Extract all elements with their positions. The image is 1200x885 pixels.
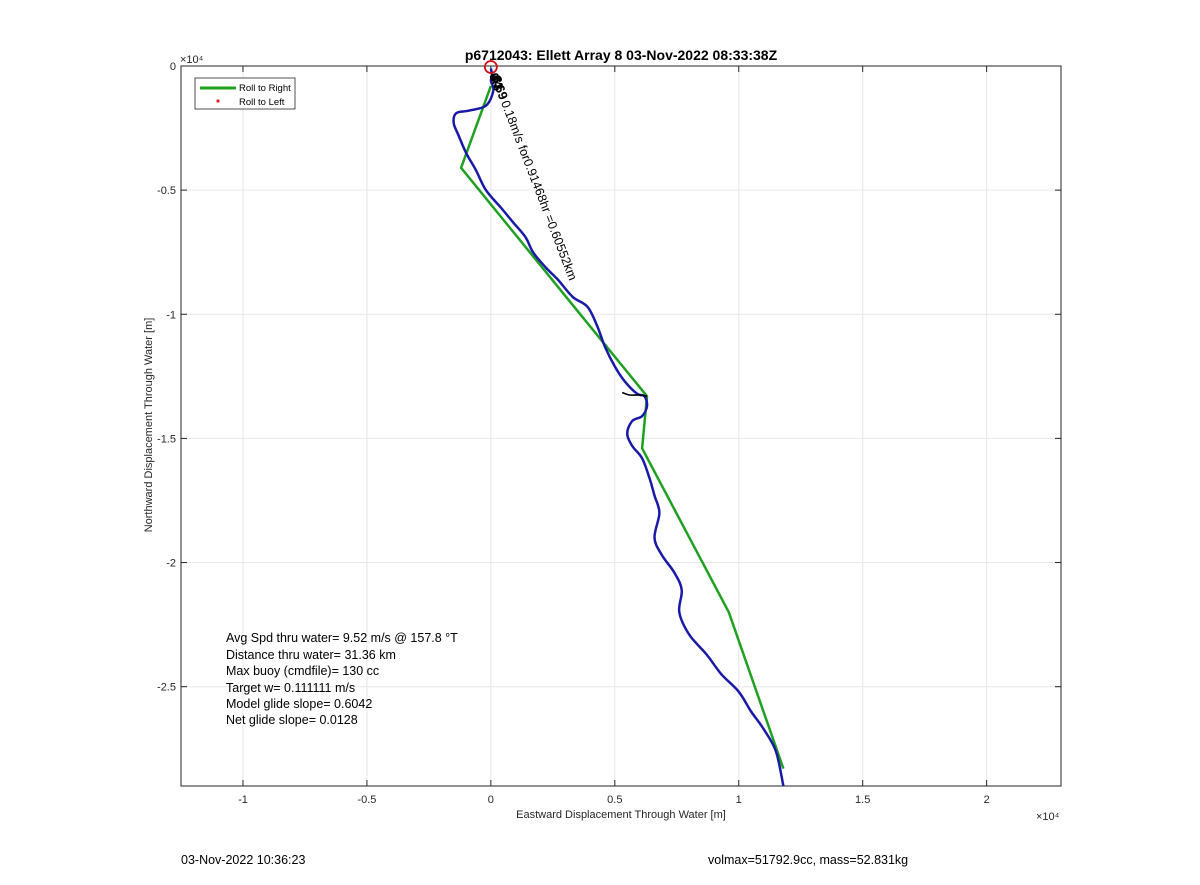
legend-swatch-roll-to-left (216, 99, 220, 103)
y-tick-label: -1.5 (157, 433, 176, 445)
chart-title: p6712043: Ellett Array 8 03-Nov-2022 08:… (465, 47, 778, 63)
plot-area (180, 65, 1062, 787)
annotation-max-buoy: Max buoy (cmdfile)= 130 cc (226, 664, 379, 678)
x-axis-label: Eastward Displacement Through Water [m] (516, 809, 726, 821)
start-marker (483, 60, 498, 74)
y-tick-label: -1 (166, 309, 176, 321)
footer-volmax-mass: volmax=51792.9cc, mass=52.831kg (708, 853, 909, 867)
x-tick-label: 0 (488, 794, 494, 806)
grid (181, 65, 1061, 786)
x-tick-label: -0.5 (357, 794, 376, 806)
overlap-label: 0.3 (486, 71, 506, 93)
footer-timestamp: 03-Nov-2022 10:36:23 (181, 853, 306, 867)
series-track (452, 68, 785, 787)
x-exponent-label: ×10⁴ (1036, 811, 1060, 823)
annotation-model-glide: Model glide slope= 0.6042 (226, 697, 372, 711)
y-axis-label: Northward Displacement Through Water [m] (143, 318, 155, 533)
x-tick-label: -1 (238, 794, 248, 806)
annotation-distance: Distance thru water= 31.36 km (226, 648, 396, 662)
legend-box (194, 77, 296, 110)
series-roll-to-right (459, 85, 785, 770)
annotation-target-w: Target w= 0.111111 m/s (226, 681, 355, 695)
x-tick-label: 1.5 (855, 794, 870, 806)
y-tick-label: -2 (166, 558, 176, 570)
series-highlight-segment (621, 391, 648, 397)
y-tick-label: -2.5 (157, 682, 176, 694)
legend-label-roll-to-left: Roll to Left (239, 97, 285, 108)
x-tick-label: 2 (984, 794, 990, 806)
overlap-label: 44 (487, 72, 506, 92)
y-tick-label: -0.5 (157, 185, 176, 197)
series-layer (452, 68, 785, 787)
x-tick-label: 0.5 (607, 794, 622, 806)
stats-annotation: Avg Spd thru water= 9.52 m/s @ 157.8 °T … (226, 631, 458, 727)
annotation-avg-speed: Avg Spd thru water= 9.52 m/s @ 157.8 °T (226, 631, 458, 645)
annotation-net-glide: Net glide slope= 0.0128 (226, 713, 358, 727)
axis-ticks: -1 -0.5 0 0.5 1 1.5 2 0 -0.5 -1 -1.5 -2 -2.5 (157, 61, 1061, 806)
y-tick-label: 0 (170, 61, 176, 73)
legend: Roll to Right Roll to Left (194, 77, 296, 110)
legend-label-roll-to-right: Roll to Right (239, 83, 291, 94)
x-tick-label: 1 (736, 794, 742, 806)
y-exponent-label: ×10⁴ (180, 54, 204, 66)
